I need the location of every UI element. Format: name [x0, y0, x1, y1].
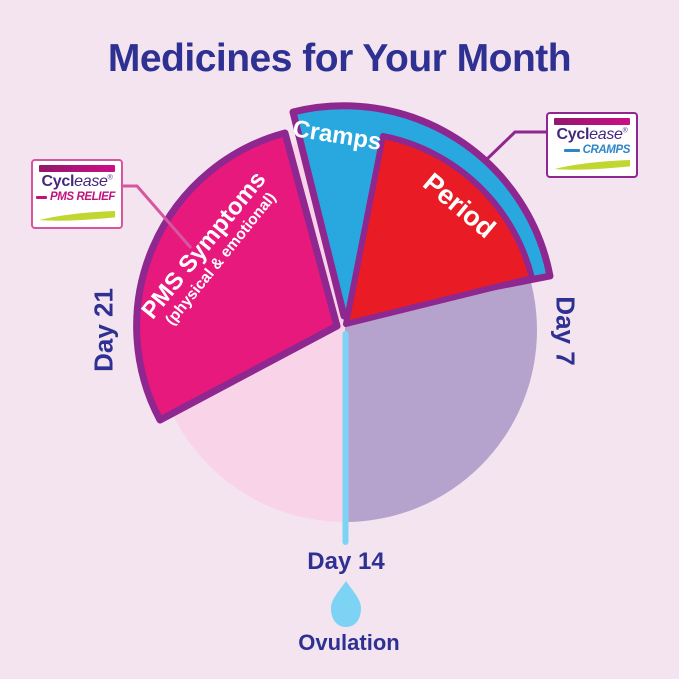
brand-swoosh-icon: [39, 211, 115, 221]
cyclease-brand-name: Cyclease®: [39, 173, 115, 191]
ovulation-label: Ovulation: [298, 630, 400, 655]
brand-color-bar: [554, 118, 630, 125]
registered-trademark-symbol: ®: [622, 127, 628, 135]
product-name-label: CRAMPS: [582, 144, 631, 157]
day-21-marker-label: Day 21: [88, 288, 119, 372]
day-14-marker-label: Day 14: [307, 548, 385, 575]
brand-name-bold-part: Cycl: [41, 173, 75, 190]
cyclease-brand-name: Cyclease®: [554, 126, 630, 144]
cramps-connector-line: [483, 130, 546, 163]
brand-name-bold-part: Cycl: [556, 126, 590, 143]
registered-trademark-symbol: ®: [107, 174, 113, 182]
product-name-label: PMS RELIEF: [49, 191, 115, 204]
brand-name-italic-part: ease: [589, 126, 623, 143]
product-line-cramps: CRAMPS: [554, 144, 630, 157]
brand-swoosh-icon: [554, 160, 630, 170]
logo-dash: [35, 196, 47, 199]
day-7-marker-label: Day 7: [550, 296, 581, 366]
page-title: Medicines for Your Month: [107, 37, 572, 80]
cyclease-pms-relief-product-card: Cyclease® PMS RELIEF: [31, 159, 123, 229]
brand-color-bar: [39, 165, 115, 172]
period-wedge: [343, 133, 535, 327]
cyclease-cramps-product-card: Cyclease® CRAMPS: [546, 112, 638, 178]
pms-symptoms-wedge: [133, 129, 341, 424]
pms-connector-line: [122, 184, 193, 249]
ovulation-drop-icon: [331, 581, 361, 627]
brand-name-italic-part: ease: [74, 173, 108, 190]
logo-dash: [563, 149, 580, 152]
product-line-pms-relief: PMS RELIEF: [35, 191, 115, 204]
